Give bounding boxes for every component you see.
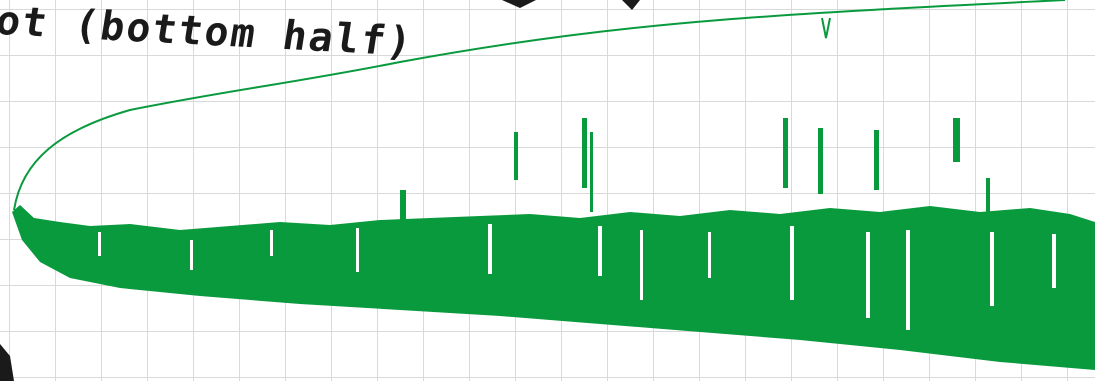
envelope-spike xyxy=(821,17,831,39)
upper-envelope-line xyxy=(13,0,1066,211)
band-texture xyxy=(98,224,1056,330)
ink-mark-bottom-left xyxy=(0,344,14,381)
ink-mark-top-left xyxy=(502,0,536,8)
upper-spikes xyxy=(400,118,990,240)
green-band xyxy=(12,205,1095,370)
ink-mark-top-right xyxy=(622,0,640,10)
